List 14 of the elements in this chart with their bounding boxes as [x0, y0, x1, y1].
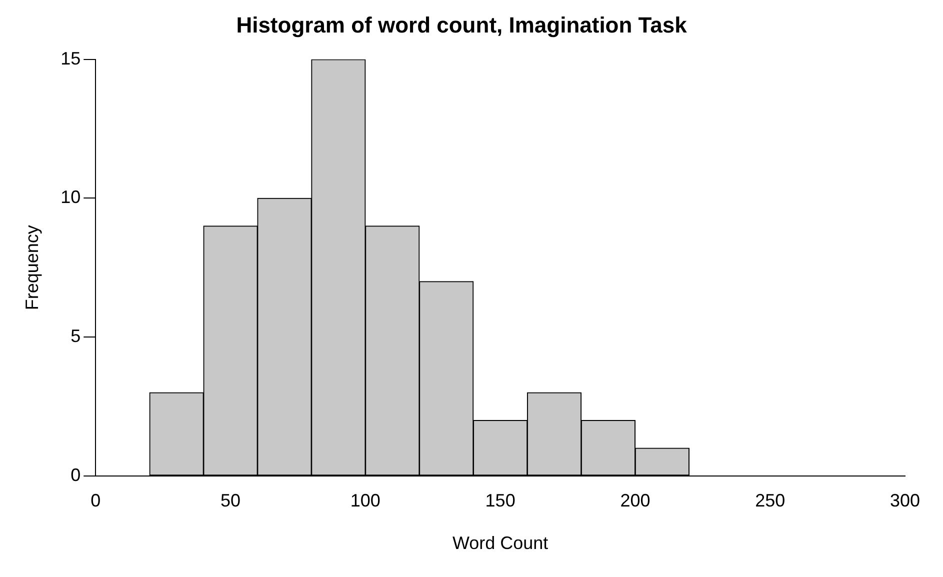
x-axis-title: Word Count — [452, 533, 548, 554]
x-tick-label: 150 — [485, 490, 516, 511]
x-tick-label: 50 — [220, 490, 241, 511]
y-tick-label: 0 — [70, 464, 81, 485]
y-axis-title: Frequency — [22, 225, 42, 310]
y-tick-label: 15 — [60, 48, 81, 68]
x-tick-label: 200 — [620, 490, 650, 511]
chart-title: Histogram of word count, Imagination Task — [236, 12, 688, 38]
x-tick-label: 300 — [890, 490, 920, 511]
x-tick-label: 250 — [755, 490, 786, 511]
y-tick-label: 10 — [60, 187, 81, 208]
x-tick-label: 100 — [350, 490, 380, 511]
x-tick-label: 0 — [90, 490, 101, 511]
y-tick-label: 5 — [70, 326, 81, 346]
